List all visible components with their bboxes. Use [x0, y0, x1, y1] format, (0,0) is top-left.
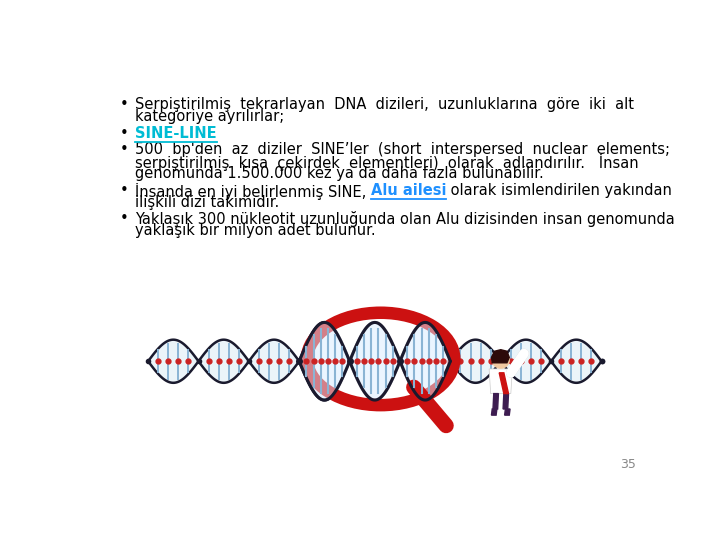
- Text: Yaklaşık 300 nükleotit uzunluğunda olan Alu dizisinden insan genomunda: Yaklaşık 300 nükleotit uzunluğunda olan …: [135, 211, 675, 227]
- Polygon shape: [492, 409, 497, 415]
- Text: 35: 35: [621, 458, 636, 471]
- Text: •: •: [120, 97, 128, 112]
- Text: •: •: [120, 142, 128, 157]
- Text: SINE-LINE: SINE-LINE: [135, 126, 217, 140]
- Text: Serpiştirilmiş  tekrarlayan  DNA  dizileri,  uzunluklarına  göre  iki  alt: Serpiştirilmiş tekrarlayan DNA dizileri,…: [135, 97, 634, 112]
- Polygon shape: [551, 340, 601, 383]
- Polygon shape: [503, 394, 508, 409]
- Text: •: •: [120, 211, 128, 226]
- Polygon shape: [505, 409, 510, 415]
- Polygon shape: [489, 369, 513, 394]
- Polygon shape: [148, 340, 199, 383]
- Polygon shape: [249, 340, 300, 383]
- Text: kategoriye ayrılırlar;: kategoriye ayrılırlar;: [135, 109, 284, 124]
- Text: olarak isimlendirilen yakından: olarak isimlendirilen yakından: [446, 183, 672, 198]
- Polygon shape: [199, 340, 249, 383]
- Ellipse shape: [307, 313, 454, 405]
- Text: ilişkili dizi takımıdır.: ilişkili dizi takımıdır.: [135, 194, 279, 210]
- Polygon shape: [350, 322, 400, 400]
- Text: 500  bp'den  az  diziler  SINE’ler  (short  interspersed  nuclear  elements;: 500 bp'den az diziler SINE’ler (short in…: [135, 142, 670, 157]
- Text: Alu ailesi: Alu ailesi: [371, 183, 446, 198]
- Polygon shape: [500, 340, 551, 383]
- Polygon shape: [492, 350, 509, 363]
- Text: serpiştirilmiş  kısa  çekirdek  elementleri)  olarak  adlandırılır.   İnsan: serpiştirilmiş kısa çekirdek elementleri…: [135, 154, 639, 171]
- Polygon shape: [300, 322, 350, 400]
- Text: •: •: [120, 183, 128, 198]
- Text: genomunda 1.500.000 kez ya da daha fazla bulunabilir.: genomunda 1.500.000 kez ya da daha fazla…: [135, 166, 544, 181]
- Polygon shape: [493, 394, 498, 409]
- Text: •: •: [120, 126, 128, 140]
- Text: yaklaşık bir milyon adet bulunur.: yaklaşık bir milyon adet bulunur.: [135, 223, 376, 238]
- Polygon shape: [400, 322, 451, 400]
- Polygon shape: [400, 322, 451, 400]
- Polygon shape: [499, 373, 508, 394]
- Polygon shape: [350, 322, 400, 400]
- Text: İnsanda en iyi belirlenmiş SINE,: İnsanda en iyi belirlenmiş SINE,: [135, 183, 371, 200]
- Polygon shape: [451, 340, 500, 383]
- Circle shape: [492, 351, 509, 368]
- Polygon shape: [300, 322, 350, 400]
